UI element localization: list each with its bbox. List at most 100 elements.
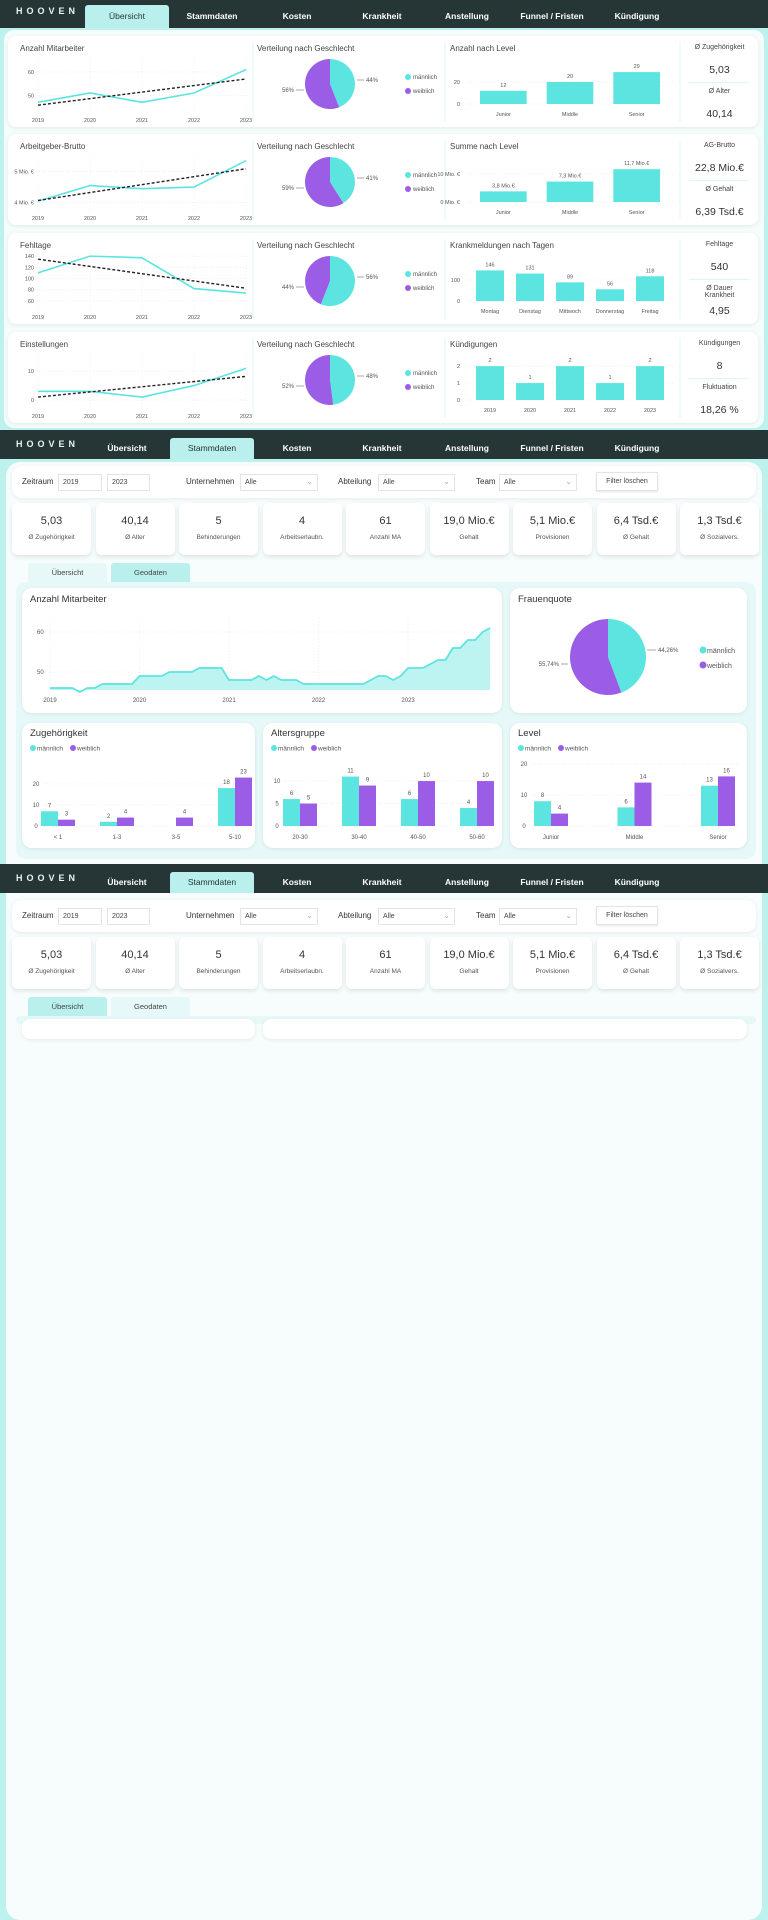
nav-tab-4[interactable]: Anstellung — [445, 877, 489, 887]
bar[interactable] — [636, 366, 664, 400]
bar-value-label: 16 — [723, 768, 730, 774]
bar-weiblich[interactable] — [551, 813, 568, 826]
filter-loeschen-button[interactable]: Filter löschen — [596, 472, 658, 491]
nav-tab-2[interactable]: Kosten — [282, 11, 312, 21]
nav-tab-0[interactable]: Übersicht — [85, 5, 169, 28]
line-chart-title: Einstellungen — [20, 340, 68, 349]
bar[interactable] — [556, 282, 584, 301]
subtab-0[interactable]: Übersicht — [28, 997, 107, 1016]
bar-maennlich[interactable] — [283, 799, 300, 826]
nav-tab-5[interactable]: Funnel / Fristen — [520, 11, 584, 21]
pie-label-maennlich: 56% — [366, 275, 379, 281]
bar-value-label: 5 — [307, 796, 311, 802]
legend-label: männlich — [525, 746, 551, 753]
bar[interactable] — [613, 72, 660, 104]
bar-maennlich[interactable] — [218, 788, 235, 826]
subtab-1[interactable]: Geodaten — [111, 563, 190, 582]
bar-maennlich[interactable] — [41, 811, 58, 826]
bar[interactable] — [516, 273, 544, 301]
x-tick-label: 2020 — [133, 698, 147, 704]
zeitraum-to-input[interactable]: 2023 — [107, 474, 150, 491]
kpi-value: 5,1 Mio.€ — [529, 949, 576, 961]
abteilung-select[interactable]: Alle ⌄ — [378, 908, 455, 925]
zeitraum-from-input[interactable]: 2019 — [58, 908, 102, 925]
bar-value-label: 4 — [558, 806, 562, 812]
bar-weiblich[interactable] — [359, 785, 376, 826]
nav-tab-3[interactable]: Krankheit — [362, 443, 402, 453]
chevron-down-icon: ⌄ — [565, 477, 572, 486]
bar-value-label: 4 — [183, 810, 187, 816]
bar-weiblich[interactable] — [117, 817, 134, 826]
bar[interactable] — [596, 289, 624, 301]
unternehmen-select-value: Alle — [245, 913, 257, 920]
zeitraum-from-input[interactable]: 2019 — [58, 474, 102, 491]
nav-tab-5[interactable]: Funnel / Fristen — [520, 443, 584, 453]
unternehmen-select[interactable]: Alle ⌄ — [240, 908, 318, 925]
bar-weiblich[interactable] — [300, 803, 317, 826]
x-tick-label: Middle — [562, 210, 578, 216]
bar[interactable] — [516, 383, 544, 400]
nav-tab-6[interactable]: Kündigung — [614, 11, 660, 21]
team-select[interactable]: Alle ⌄ — [499, 474, 577, 491]
kpi-card: 6,4 Tsd.€ Ø Gehalt — [596, 937, 676, 989]
bar[interactable] — [480, 90, 527, 104]
nav-tab-1[interactable]: Stammdaten — [186, 11, 238, 21]
bar[interactable] — [636, 276, 664, 301]
bar-value-label: 4 — [124, 810, 128, 816]
kpi-label: Fehltage — [705, 241, 734, 248]
nav-tab-6[interactable]: Kündigung — [614, 443, 660, 453]
pie-slice-weiblich — [570, 619, 622, 695]
bar-maennlich[interactable] — [401, 799, 418, 826]
bar[interactable] — [546, 82, 594, 104]
bar-weiblich[interactable] — [718, 776, 735, 826]
bar[interactable] — [556, 366, 584, 400]
bar-maennlich[interactable] — [534, 801, 551, 826]
team-select[interactable]: Alle ⌄ — [499, 908, 577, 925]
bar-maennlich[interactable] — [342, 776, 359, 826]
nav-tab-2[interactable]: Kosten — [282, 443, 312, 453]
nav-tab-6[interactable]: Kündigung — [614, 877, 660, 887]
bar-weiblich[interactable] — [58, 819, 75, 826]
bar-weiblich[interactable] — [418, 781, 435, 826]
nav-tab-3[interactable]: Krankheit — [362, 877, 402, 887]
nav-tab-2[interactable]: Kosten — [282, 877, 312, 887]
nav-tab-0[interactable]: Übersicht — [107, 877, 147, 887]
filter-loeschen-button[interactable]: Filter löschen — [596, 906, 658, 925]
unternehmen-select[interactable]: Alle ⌄ — [240, 474, 318, 491]
bar-maennlich[interactable] — [100, 821, 117, 826]
x-tick-label: 2020 — [84, 118, 96, 124]
bar-weiblich[interactable] — [176, 817, 193, 826]
abteilung-select[interactable]: Alle ⌄ — [378, 474, 455, 491]
nav-tab-4[interactable]: Anstellung — [445, 11, 489, 21]
nav-tab-5[interactable]: Funnel / Fristen — [520, 877, 584, 887]
abteilung-select-value: Alle — [383, 479, 395, 486]
bar-weiblich[interactable] — [477, 781, 494, 826]
line-chart-title: Anzahl Mitarbeiter — [20, 44, 85, 53]
bar[interactable] — [546, 181, 594, 202]
bar[interactable] — [476, 270, 504, 301]
bar-weiblich[interactable] — [235, 777, 252, 826]
nav-tab-1[interactable]: Stammdaten — [170, 438, 254, 459]
nav-tab-0[interactable]: Übersicht — [107, 443, 147, 453]
kpi-value: 19,0 Mio.€ — [443, 949, 495, 961]
grouped-bar-chart: Altersgruppe männlich weiblich 0 5 10 20-30 6 5 3… — [271, 728, 494, 841]
y-tick-label: 100 — [451, 278, 460, 284]
bar-maennlich[interactable] — [701, 785, 718, 826]
zeitraum-to-input[interactable]: 2023 — [107, 908, 150, 925]
bar-maennlich[interactable] — [617, 807, 635, 826]
bar[interactable] — [476, 366, 504, 400]
chevron-down-icon: ⌄ — [565, 911, 572, 920]
bar[interactable] — [596, 383, 624, 400]
bar-maennlich[interactable] — [460, 808, 477, 826]
subtab-1[interactable]: Geodaten — [111, 997, 190, 1016]
bar-weiblich[interactable] — [634, 782, 652, 826]
bar[interactable] — [613, 169, 660, 202]
nav-tab-3[interactable]: Krankheit — [362, 11, 402, 21]
nav-tab-1[interactable]: Stammdaten — [170, 872, 254, 893]
section-separator — [0, 430, 768, 433]
kpi-value: 4 — [298, 515, 306, 527]
subtab-0[interactable]: Übersicht — [28, 563, 107, 582]
nav-tab-4[interactable]: Anstellung — [445, 443, 489, 453]
bar[interactable] — [480, 191, 527, 202]
pie-slice-weiblich — [305, 256, 330, 305]
